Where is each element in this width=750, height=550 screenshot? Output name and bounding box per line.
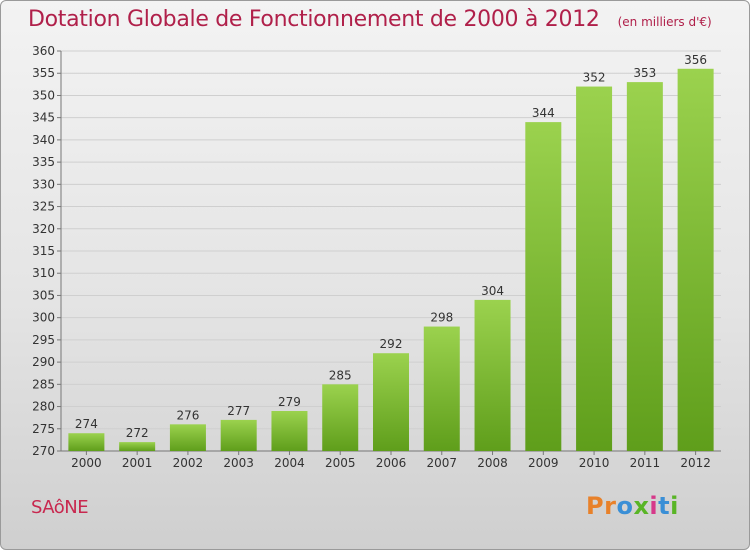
data-label: 276 [176,408,199,422]
y-tick-label: 355 [32,66,55,80]
y-tick-label: 315 [32,244,55,258]
commune-name: SAôNE [31,497,89,518]
logo-letter: t [658,492,671,520]
bar [271,411,308,451]
data-label: 272 [126,426,149,440]
data-label: 304 [481,284,504,298]
data-label: 352 [583,71,606,85]
logo-letter: i [649,492,659,520]
label-layer: 274 272 276 277 279 285 292 298 304 344 352 353 356 [75,53,707,440]
bar [626,82,663,451]
bar [169,424,206,451]
proxiti-logo[interactable]: Proxiti [586,492,679,520]
y-tick-label: 310 [32,266,55,280]
y-tick-label: 325 [32,200,55,214]
bar [423,326,460,451]
bar [322,384,359,451]
x-tick-label: 2009 [528,456,559,470]
logo-letter: i [670,492,679,520]
data-label: 353 [633,66,656,80]
logo-letter: o [616,492,634,520]
x-tick-label: 2001 [122,456,153,470]
y-tick-label: 320 [32,222,55,236]
x-tick-label: 2005 [325,456,356,470]
logo-letter: P [586,492,605,520]
y-tick-label: 295 [32,333,55,347]
y-tick-label: 300 [32,311,55,325]
data-label: 274 [75,417,98,431]
y-tick-label: 340 [32,133,55,147]
bar [220,419,257,451]
unit-label: (en milliers d'€) [617,15,712,29]
y-tick-label: 280 [32,400,55,414]
data-label: 292 [380,337,403,351]
bar [525,122,562,451]
x-tick-label: 2011 [630,456,661,470]
x-tick-label: 2002 [173,456,204,470]
x-tick-label: 2006 [376,456,407,470]
data-label: 356 [684,53,707,67]
x-tick-label: 2000 [71,456,102,470]
data-label: 344 [532,106,555,120]
y-tick-label: 335 [32,155,55,169]
axis-layer: 270 275 280 285 290 295 300 305 310 315 320 325 330 3… [32,44,721,470]
bar-layer [68,68,714,452]
y-tick-label: 330 [32,177,55,191]
logo-letter: r [604,492,617,520]
y-tick-label: 275 [32,422,55,436]
y-tick-label: 345 [32,111,55,125]
y-tick-label: 350 [32,88,55,102]
x-tick-label: 2007 [426,456,457,470]
bar [68,433,105,451]
bar [576,86,613,452]
y-tick-label: 270 [32,444,55,458]
data-label: 279 [278,395,301,409]
x-tick-label: 2010 [579,456,610,470]
chart-title: Dotation Globale de Fonctionnement de 20… [28,7,712,32]
x-tick-label: 2004 [274,456,305,470]
y-tick-label: 305 [32,288,55,302]
logo-letter: x [633,492,650,520]
y-tick-label: 290 [32,355,55,369]
x-tick-label: 2003 [223,456,254,470]
x-tick-label: 2012 [680,456,711,470]
title-text: Dotation Globale de Fonctionnement de 20… [28,7,600,32]
data-label: 298 [430,311,453,325]
data-label: 277 [227,404,250,418]
bar [373,353,409,451]
bar [119,442,156,451]
y-tick-label: 285 [32,377,55,391]
y-tick-label: 360 [32,44,55,58]
bar [474,299,511,451]
data-label: 285 [329,368,352,382]
bar [677,68,714,452]
x-tick-label: 2008 [477,456,508,470]
